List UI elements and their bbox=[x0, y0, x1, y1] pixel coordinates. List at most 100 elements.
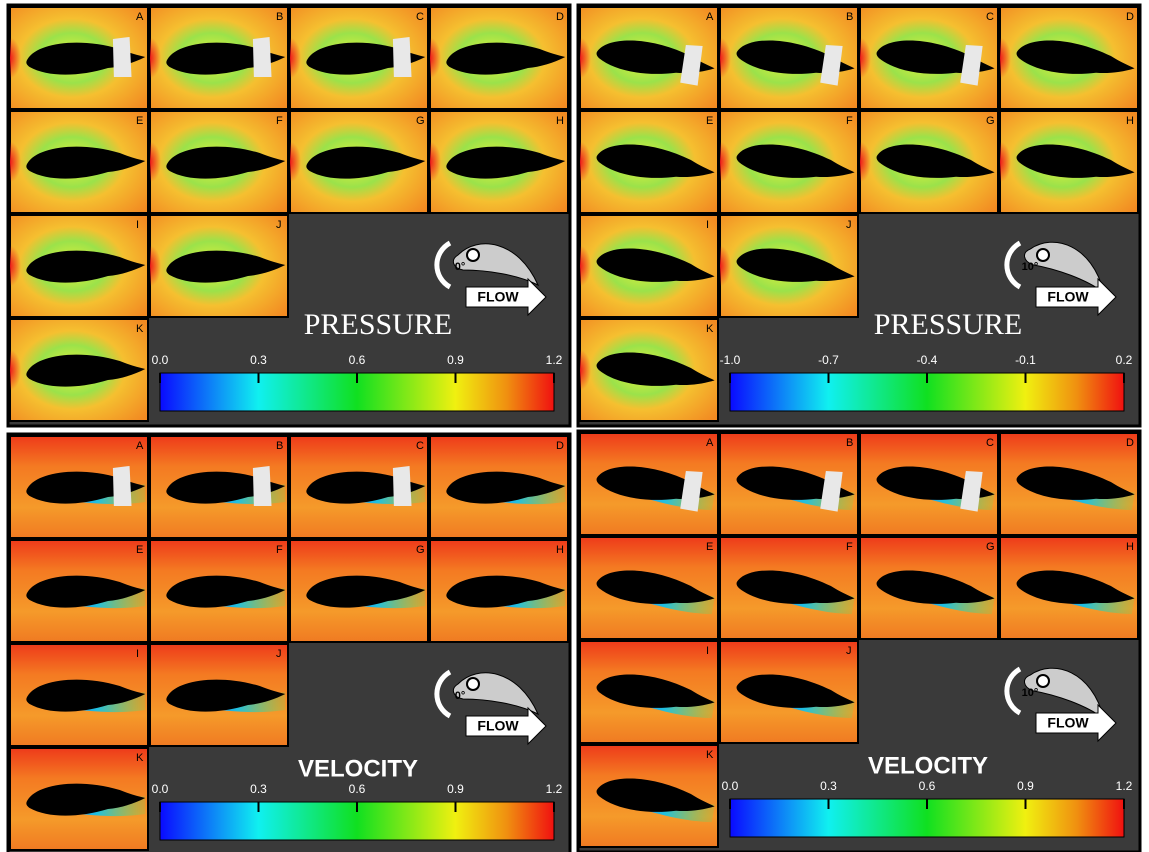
tile-label: J bbox=[846, 219, 852, 231]
tile-label: J bbox=[846, 645, 852, 657]
flow-label: FLOW bbox=[477, 718, 519, 734]
tile-label: G bbox=[416, 544, 425, 556]
tick-label: 0.6 bbox=[919, 779, 936, 793]
tile: J bbox=[150, 215, 288, 317]
tile-label: E bbox=[136, 544, 143, 556]
tick-label: -0.7 bbox=[818, 353, 839, 367]
tile: C bbox=[290, 436, 428, 538]
tile-label: A bbox=[136, 11, 144, 23]
tile: C bbox=[860, 433, 998, 535]
tile: J bbox=[720, 641, 858, 743]
angle-label: 10° bbox=[1022, 261, 1039, 273]
tile-label: D bbox=[556, 11, 564, 23]
tile: I bbox=[10, 215, 148, 317]
tile: K bbox=[10, 319, 148, 421]
tile: K bbox=[580, 319, 718, 421]
fish-head bbox=[393, 37, 412, 77]
tile-label: D bbox=[1126, 437, 1134, 449]
icon-eye bbox=[1037, 675, 1049, 687]
fish-head bbox=[253, 466, 272, 506]
tile: K bbox=[580, 745, 718, 847]
title: PRESSURE bbox=[304, 308, 452, 341]
tile: H bbox=[1000, 111, 1138, 213]
flow-label: FLOW bbox=[1047, 289, 1089, 305]
tile-label: J bbox=[276, 219, 282, 231]
tile-label: H bbox=[1126, 541, 1134, 553]
fish-head bbox=[253, 37, 272, 77]
tile-label: D bbox=[1126, 11, 1134, 23]
tick-label: 0.3 bbox=[820, 779, 837, 793]
tile: F bbox=[150, 540, 288, 642]
tile: C bbox=[860, 7, 998, 109]
tile: F bbox=[150, 111, 288, 213]
tick-label: 0.0 bbox=[722, 779, 739, 793]
angle-label: 10° bbox=[1022, 687, 1039, 699]
tile-label: D bbox=[556, 440, 564, 452]
tile: A bbox=[10, 7, 148, 109]
fish-head bbox=[393, 466, 412, 506]
tile: B bbox=[150, 436, 288, 538]
tile: D bbox=[1000, 433, 1138, 535]
tick-label: -0.1 bbox=[1015, 353, 1036, 367]
tile: E bbox=[580, 111, 718, 213]
tile: A bbox=[580, 433, 718, 535]
tick-label: -0.4 bbox=[917, 353, 938, 367]
tile: I bbox=[580, 215, 718, 317]
tick-label: 0.9 bbox=[447, 782, 464, 796]
icon-eye bbox=[467, 678, 479, 690]
angle-label: 0° bbox=[455, 261, 466, 273]
tile-label: I bbox=[136, 219, 139, 231]
tick-label: 0.9 bbox=[1017, 779, 1034, 793]
tile-label: I bbox=[136, 648, 139, 660]
tile: H bbox=[1000, 537, 1138, 639]
fish-head bbox=[113, 37, 132, 77]
tile: B bbox=[720, 7, 858, 109]
tile-label: F bbox=[276, 115, 283, 127]
tick-label: 0.3 bbox=[250, 353, 267, 367]
tick-label: 0.0 bbox=[152, 782, 169, 796]
title: VELOCITY bbox=[868, 752, 988, 779]
title: VELOCITY bbox=[298, 755, 418, 782]
tick-label: 0.0 bbox=[152, 353, 169, 367]
tile: J bbox=[720, 215, 858, 317]
tile-label: E bbox=[706, 115, 713, 127]
tile-label: K bbox=[706, 749, 714, 761]
tile-label: J bbox=[276, 648, 282, 660]
tile-label: A bbox=[136, 440, 144, 452]
tile-label: A bbox=[706, 11, 714, 23]
tile: F bbox=[720, 111, 858, 213]
fish-head bbox=[113, 466, 132, 506]
tile-label: F bbox=[846, 115, 853, 127]
tile-label: K bbox=[136, 323, 144, 335]
tile: G bbox=[290, 540, 428, 642]
tile: H bbox=[430, 111, 568, 213]
tick-label: 1.2 bbox=[1116, 779, 1133, 793]
tick-label: 0.6 bbox=[349, 353, 366, 367]
tile-label: G bbox=[986, 115, 995, 127]
tile-label: G bbox=[416, 115, 425, 127]
title: PRESSURE bbox=[874, 308, 1022, 341]
tile-label: K bbox=[706, 323, 714, 335]
tick-label: -1.0 bbox=[720, 353, 741, 367]
tile: A bbox=[580, 7, 718, 109]
tile-label: C bbox=[986, 11, 994, 23]
tick-label: 0.6 bbox=[349, 782, 366, 796]
tile-label: F bbox=[846, 541, 853, 553]
tile-label: C bbox=[986, 437, 994, 449]
tile-label: B bbox=[276, 440, 283, 452]
tile-label: F bbox=[276, 544, 283, 556]
tile-label: H bbox=[1126, 115, 1134, 127]
tile: G bbox=[860, 537, 998, 639]
tile: D bbox=[1000, 7, 1138, 109]
tile: E bbox=[10, 540, 148, 642]
tile: B bbox=[150, 7, 288, 109]
tile: J bbox=[150, 644, 288, 746]
angle-label: 0° bbox=[455, 690, 466, 702]
tile: H bbox=[430, 540, 568, 642]
flow-label: FLOW bbox=[477, 289, 519, 305]
tile: D bbox=[430, 7, 568, 109]
tile-label: K bbox=[136, 752, 144, 764]
tile-label: C bbox=[416, 11, 424, 23]
tick-label: 1.2 bbox=[546, 782, 563, 796]
